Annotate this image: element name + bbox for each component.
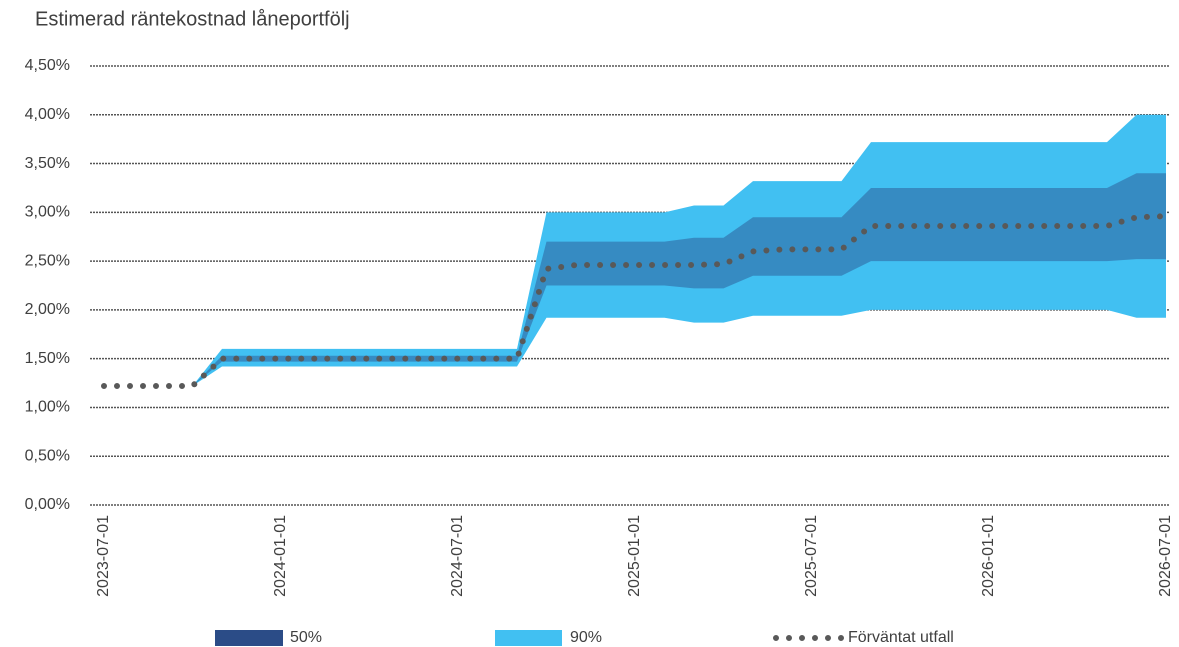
x-tick-label: 2023-07-01 bbox=[95, 515, 112, 597]
y-tick-label: 1,00% bbox=[25, 399, 70, 416]
legend-label: 50% bbox=[290, 629, 322, 646]
x-tick-label: 2024-07-01 bbox=[449, 515, 466, 597]
x-tick-label: 2024-01-01 bbox=[272, 515, 289, 597]
legend-swatch bbox=[215, 630, 283, 646]
x-tick-label: 2026-01-01 bbox=[980, 515, 997, 597]
y-tick-label: 1,50% bbox=[25, 350, 70, 367]
y-tick-label: 3,00% bbox=[25, 204, 70, 221]
chart-title: Estimerad räntekostnad låneportfölj bbox=[35, 8, 350, 30]
x-tick-label: 2025-07-01 bbox=[803, 515, 820, 597]
band bbox=[192, 114, 1166, 386]
y-tick-label: 0,50% bbox=[25, 447, 70, 464]
legend-label: Förväntat utfall bbox=[848, 629, 954, 646]
y-tick-label: 4,00% bbox=[25, 106, 70, 123]
y-tick-label: 0,00% bbox=[25, 496, 70, 513]
y-tick-label: 3,50% bbox=[25, 155, 70, 172]
band bbox=[192, 173, 1166, 386]
y-tick-label: 2,00% bbox=[25, 301, 70, 318]
y-tick-label: 2,50% bbox=[25, 252, 70, 269]
x-tick-label: 2025-01-01 bbox=[626, 515, 643, 597]
x-tick-label: 2026-07-01 bbox=[1157, 515, 1174, 597]
legend-swatch bbox=[495, 630, 562, 646]
y-tick-label: 4,50% bbox=[25, 57, 70, 74]
legend-label: 90% bbox=[570, 629, 602, 646]
